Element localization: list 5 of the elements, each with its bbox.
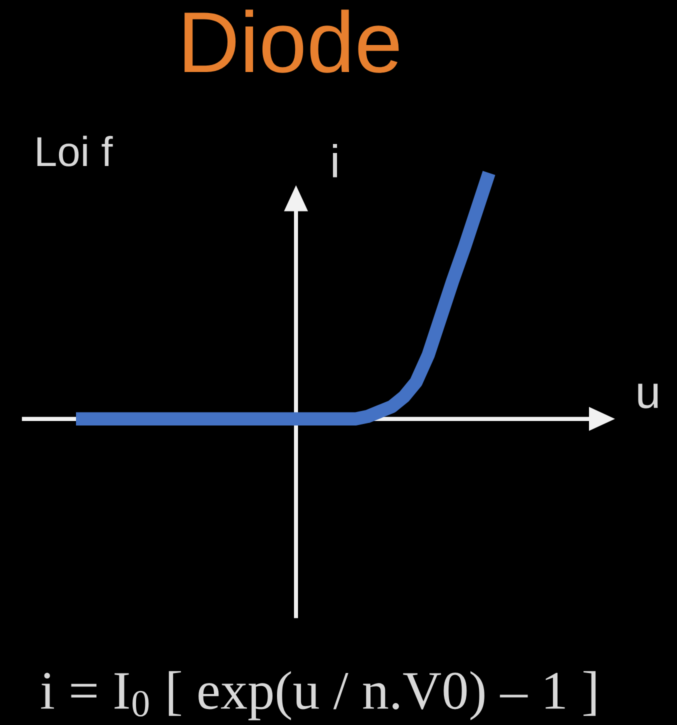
text: Loi f: [37, 136, 113, 166]
text: i = I$_{0}$ [ exp(u / n.V0) – 1 ]: [41, 671, 596, 720]
y-axis-title: i: [332, 144, 338, 178]
chart-title: Diode: [184, 10, 399, 73]
x-axis-title: u: [638, 384, 658, 408]
